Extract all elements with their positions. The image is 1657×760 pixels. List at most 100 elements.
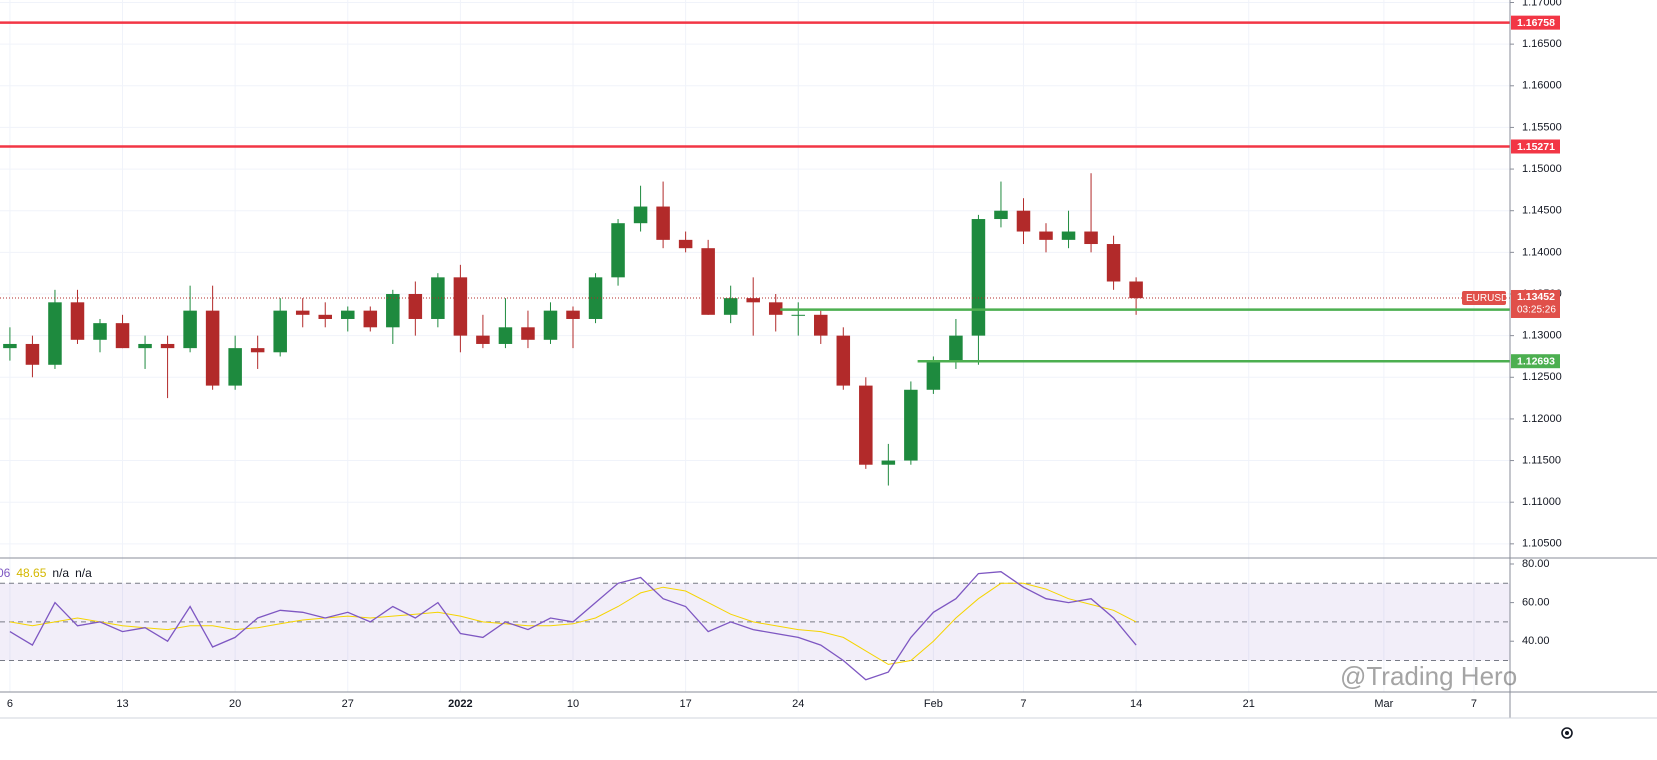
candle-body (904, 389, 918, 461)
indicator-line (9, 582, 1137, 665)
candle-body (1039, 231, 1053, 240)
candle-body (543, 310, 558, 340)
candle-body (138, 343, 152, 349)
y-tick-label: 1.15500 (1522, 121, 1562, 133)
x-tick-label: 21 (1243, 698, 1255, 710)
candle-body (3, 343, 17, 349)
candle-body (318, 314, 333, 319)
y-tick-label: 1.12000 (1522, 413, 1562, 425)
level-label: 1.16758 (1517, 17, 1555, 29)
indicator-legend: n/a (52, 566, 69, 580)
symbol-label: EURUSD (1466, 293, 1508, 304)
candle-body (566, 310, 580, 319)
y-tick-label: 1.14000 (1522, 246, 1562, 258)
x-tick-label: 17 (680, 698, 692, 710)
y-tick-label: 1.17000 (1522, 0, 1562, 8)
y-tick-label: 1.11500 (1522, 454, 1561, 466)
candle-body (295, 310, 310, 315)
x-tick-label: 24 (792, 698, 804, 710)
candle-body (273, 310, 287, 353)
candle-body (836, 335, 851, 386)
x-tick-label: 14 (1130, 698, 1142, 710)
level-label-box (1511, 15, 1560, 30)
y-tick-label: 60.00 (1522, 597, 1550, 609)
marks (0, 21, 1510, 681)
candle-body (701, 248, 715, 315)
x-tick-label: 6 (7, 698, 13, 710)
y-tick-label: 1.12500 (1522, 371, 1562, 383)
candle-body (521, 327, 535, 340)
y-tick-label: 1.13000 (1522, 330, 1562, 342)
candle-body (408, 293, 423, 319)
last-price-box (1511, 289, 1560, 318)
candle-body (723, 298, 738, 315)
candle-body (926, 360, 941, 390)
x-tick-label: 7 (1020, 698, 1026, 710)
candle-body (386, 293, 400, 328)
candle-body (93, 323, 107, 340)
candle-body (1084, 231, 1098, 245)
level-label-box (1511, 354, 1560, 369)
level-label: 1.15271 (1517, 141, 1555, 153)
symbol-box (1462, 290, 1506, 305)
candle-body (453, 277, 468, 336)
candle-body (1129, 281, 1143, 299)
candle-body (363, 310, 378, 328)
y-tick-label: 1.15000 (1522, 163, 1562, 175)
candle-body (1106, 244, 1121, 282)
x-tick-label: 20 (229, 698, 241, 710)
candle-body (160, 343, 175, 349)
x-tick-label: 27 (342, 698, 354, 710)
last-price-label: 1.13452 (1517, 291, 1555, 303)
candle-body (814, 314, 828, 336)
candle-body (431, 277, 445, 319)
candle-body (1016, 210, 1031, 232)
candle-body (1061, 231, 1076, 240)
candle-body (611, 223, 625, 278)
countdown-label: 03:25:26 (1517, 305, 1556, 316)
indicator-legend: 48.65 (16, 566, 46, 580)
y-tick-label: 80.00 (1522, 558, 1550, 570)
y-tick-label: 1.16000 (1522, 80, 1562, 92)
candle-body (115, 323, 130, 349)
y-tick-label: 1.11000 (1522, 496, 1561, 508)
candle-body (746, 298, 760, 303)
candle-body (881, 460, 896, 465)
y-tick-label: 1.10500 (1522, 538, 1562, 550)
indicator-legend: 06 (0, 566, 11, 580)
candle-body (994, 210, 1008, 220)
x-tick-label: 7 (1471, 698, 1477, 710)
candle-body (205, 310, 220, 386)
candle-body (183, 310, 197, 349)
x-tick-label: 10 (567, 698, 579, 710)
indicator-legend: n/a (75, 566, 92, 580)
x-tick-label: Feb (924, 698, 943, 710)
candle-body (859, 385, 873, 465)
candle-body (476, 335, 490, 344)
candle-body (678, 239, 693, 249)
candle-body (25, 343, 40, 365)
settings-icon[interactable] (1561, 727, 1573, 739)
candle-body (768, 302, 783, 315)
x-tick-label: 13 (116, 698, 128, 710)
candle-body (341, 310, 355, 319)
candle-body (250, 348, 265, 353)
candle-body (48, 302, 62, 365)
indicator-line (9, 571, 1137, 681)
candle-body (656, 206, 670, 240)
level-label-box (1511, 139, 1560, 154)
level-label: 1.12693 (1517, 355, 1555, 367)
watermark: @Trading Hero (1340, 661, 1517, 691)
y-tick-label: 40.00 (1522, 635, 1550, 647)
y-tick-label: 1.16500 (1522, 38, 1562, 50)
candle-body (228, 348, 242, 386)
candle-body (791, 314, 806, 316)
x-tick-label: Mar (1374, 698, 1393, 710)
candle-body (588, 277, 603, 319)
x-tick-label: 2022 (448, 698, 472, 710)
candle-body (949, 335, 963, 361)
candle-body (70, 302, 85, 340)
candle-body (633, 206, 648, 224)
y-tick-label: 1.14500 (1522, 205, 1562, 217)
